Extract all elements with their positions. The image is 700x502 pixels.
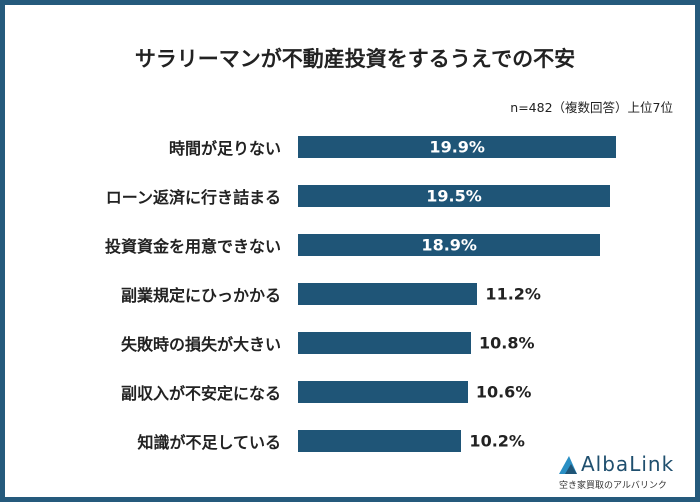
data-label: 10.8% xyxy=(479,333,535,353)
data-label: 10.6% xyxy=(475,382,532,402)
logo-mark-icon xyxy=(559,456,577,474)
bar xyxy=(298,381,468,403)
category-label: ローン返済に行き詰まる xyxy=(105,188,281,207)
category-label: 知識が不足している xyxy=(137,433,281,452)
category-label: 投資資金を用意できない xyxy=(104,237,281,256)
chart-title: サラリーマンが不動産投資をするうえでの不安 xyxy=(134,47,576,71)
data-label: 18.9% xyxy=(421,235,477,255)
data-label: 19.5% xyxy=(426,186,482,206)
category-label: 失敗時の損失が大きい xyxy=(120,335,281,354)
sample-note: n=482（複数回答）上位7位 xyxy=(510,100,673,115)
logo-name: AlbaLink xyxy=(581,452,675,476)
data-label: 10.2% xyxy=(469,431,525,451)
bar xyxy=(298,185,610,207)
category-label: 副業規定にひっかかる xyxy=(120,286,281,305)
bar xyxy=(298,332,471,354)
bar xyxy=(298,430,462,452)
bar xyxy=(298,136,617,158)
bar xyxy=(298,283,478,305)
category-label: 時間が足りない xyxy=(168,139,281,158)
logo-tagline: 空き家買取のアルバリンク xyxy=(559,481,667,491)
category-label: 副収入が不安定になる xyxy=(120,384,281,403)
bar xyxy=(298,234,601,256)
data-label: 11.2% xyxy=(485,284,541,304)
data-label: 19.9% xyxy=(429,137,485,157)
